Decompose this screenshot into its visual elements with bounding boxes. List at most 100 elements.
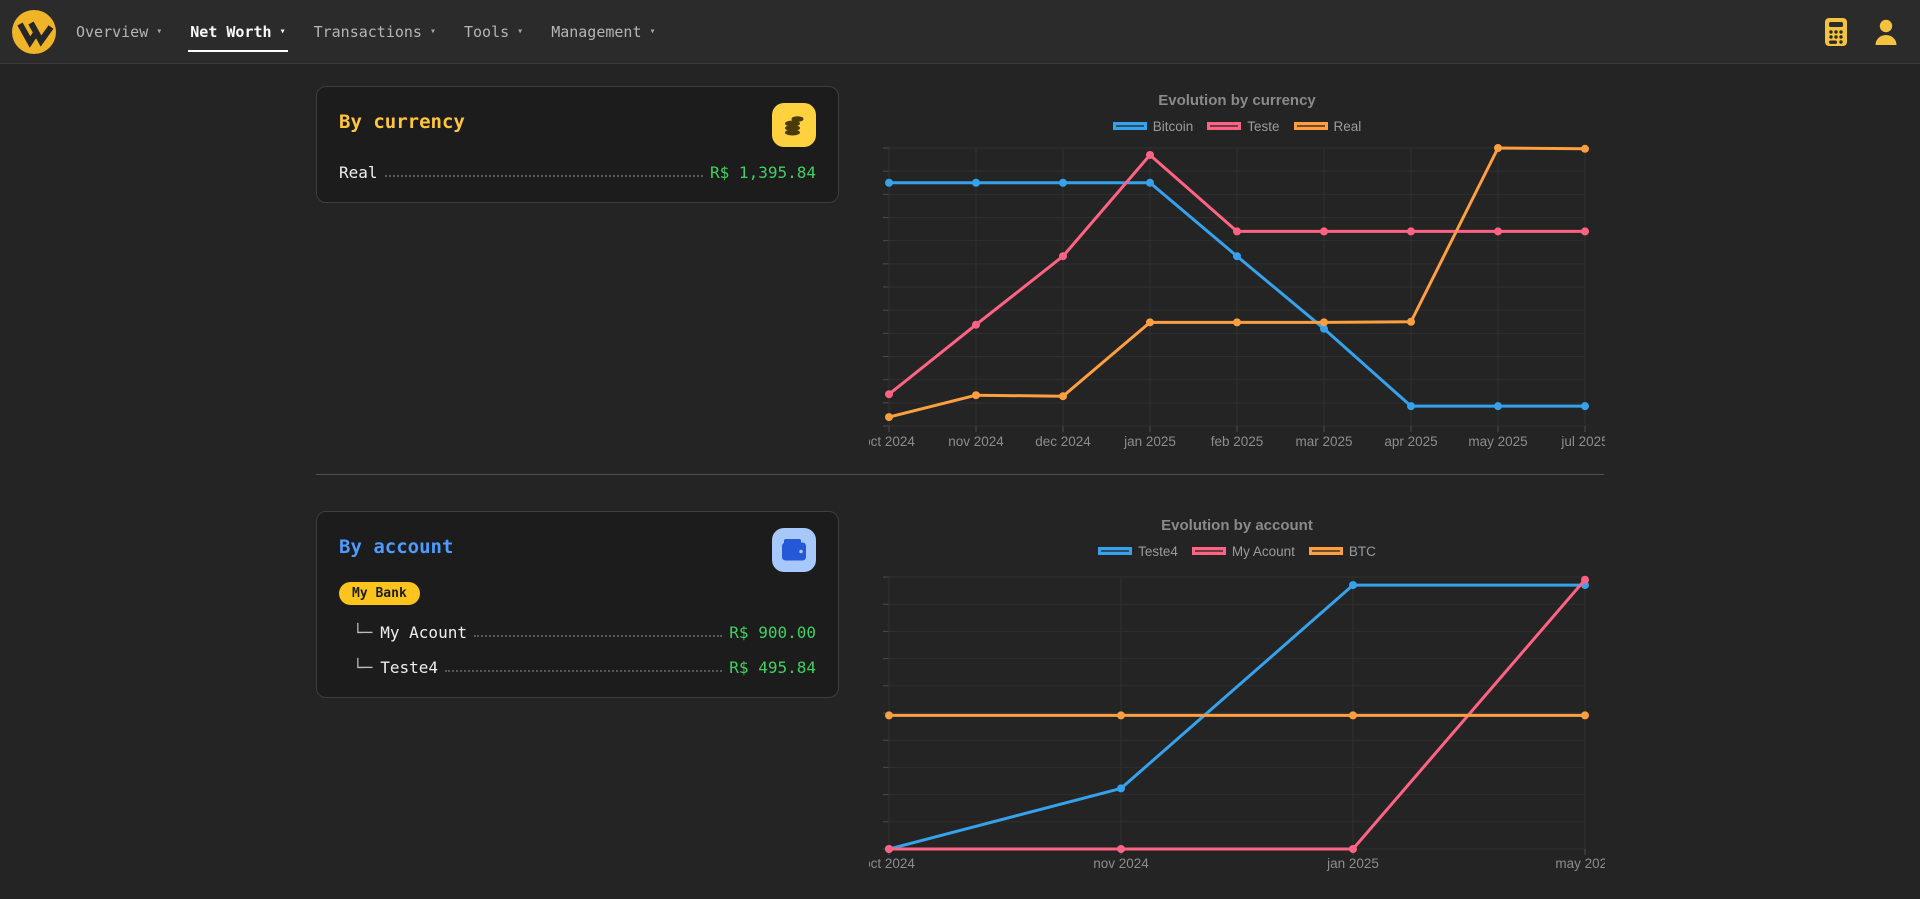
data-point — [1494, 144, 1502, 152]
nav-item-label: Tools — [464, 22, 510, 41]
tree-branch-icon: └─ — [353, 623, 373, 642]
x-axis-label: oct 2024 — [869, 856, 915, 871]
account-value: R$ 900.00 — [729, 623, 816, 642]
data-point — [1059, 178, 1067, 187]
nav-item-tools[interactable]: Tools ▾ — [464, 0, 523, 64]
series-line-teste4 — [887, 583, 1587, 851]
data-point — [1117, 845, 1125, 853]
legend-item-teste[interactable]: Teste — [1207, 119, 1280, 134]
nav-item-transactions[interactable]: Transactions ▾ — [314, 0, 436, 64]
data-point — [1349, 581, 1357, 590]
x-axis-label: jul 2025 — [1560, 434, 1605, 449]
currency-row-real: Real R$ 1,395.84 — [339, 163, 816, 182]
navbar-right — [1822, 17, 1904, 47]
chevron-down-icon: ▾ — [156, 26, 163, 37]
by-currency-title: By currency — [339, 111, 465, 133]
data-point — [1581, 402, 1589, 411]
data-point — [1233, 227, 1241, 236]
chart-title: Evolution by account — [1161, 517, 1313, 534]
account-label: Teste4 — [380, 658, 439, 677]
calculator-icon — [1825, 17, 1847, 46]
legend-item-teste4[interactable]: Teste4 — [1098, 544, 1178, 559]
legend-swatch — [1293, 122, 1328, 130]
chevron-down-icon: ▾ — [429, 26, 436, 37]
account-row-my-acount: └─ My Acount R$ 900.00 — [353, 623, 816, 642]
data-point — [1320, 227, 1328, 236]
legend-swatch — [1112, 122, 1147, 130]
data-point — [1146, 318, 1154, 327]
legend-item-real[interactable]: Real — [1293, 118, 1362, 134]
evolution-by-currency-chart: Evolution by currency Bitcoin Teste Real o… — [869, 86, 1605, 460]
legend-label: My Acount — [1231, 543, 1295, 559]
data-point — [1320, 318, 1328, 327]
data-point — [1407, 227, 1415, 236]
x-axis-label: may 2025 — [1555, 856, 1605, 871]
currency-value: R$ 1,395.84 — [710, 163, 816, 182]
evolution-by-account-chart: Evolution by account Teste4 My Acount BTC … — [869, 511, 1605, 879]
legend-item-bitcoin[interactable]: Bitcoin — [1112, 119, 1193, 134]
by-currency-section: By currency Real R$ 1,395.84 — [316, 86, 1605, 460]
legend-label: Teste4 — [1138, 543, 1178, 559]
currency-label: Real — [339, 163, 378, 182]
data-point — [885, 413, 893, 422]
app-logo[interactable] — [10, 8, 58, 56]
net-worth-page: By currency Real R$ 1,395.84 — [316, 64, 1605, 879]
chart-legend: Bitcoin Teste Real — [869, 118, 1605, 134]
chart-canvas[interactable]: oct 2024 nov 2024 dec 2024 jan 2025 feb 2025… — [869, 138, 1605, 460]
w-mark-logo-icon — [12, 9, 56, 54]
data-point — [1233, 252, 1241, 261]
data-point — [1581, 711, 1589, 720]
data-point — [1117, 711, 1125, 720]
chart-legend: Teste4 My Acount BTC — [869, 543, 1605, 559]
data-point — [885, 390, 893, 399]
coins-button[interactable] — [772, 103, 816, 147]
chevron-down-icon: ▾ — [279, 26, 286, 37]
data-point — [1320, 324, 1328, 333]
by-account-title: By account — [339, 536, 454, 558]
x-axis-label: may 2025 — [1468, 434, 1527, 449]
dotted-leader — [384, 175, 704, 177]
data-point — [1494, 402, 1502, 411]
nav-item-label: Net Worth — [190, 22, 272, 41]
main-nav: Overview ▾ Net Worth ▾ Transactions ▾ To… — [76, 0, 656, 64]
by-account-card: By account My Bank └─ My Acount R$ 900.0 — [316, 511, 839, 698]
by-currency-card: By currency Real R$ 1,395.84 — [316, 86, 839, 203]
data-point — [1407, 317, 1415, 326]
calculator-button[interactable] — [1822, 17, 1850, 47]
account-row-teste4: └─ Teste4 R$ 495.84 — [353, 658, 816, 677]
data-point — [1146, 150, 1154, 159]
x-axis-label: jan 2025 — [1123, 434, 1176, 449]
chart-canvas[interactable]: oct 2024 nov 2024 jan 2025 may 2025 — [869, 563, 1605, 879]
nav-item-overview[interactable]: Overview ▾ — [76, 0, 162, 64]
bank-badge: My Bank — [339, 582, 420, 605]
legend-label: BTC — [1348, 543, 1376, 559]
user-button[interactable] — [1872, 17, 1900, 47]
by-account-section: By account My Bank └─ My Acount R$ 900.0 — [316, 511, 1605, 879]
legend-swatch — [1308, 547, 1343, 555]
legend-item-my-acount[interactable]: My Acount — [1191, 543, 1295, 559]
legend-swatch — [1098, 547, 1133, 555]
nav-item-management[interactable]: Management ▾ — [551, 0, 655, 64]
data-point — [1059, 252, 1067, 261]
legend-swatch — [1191, 547, 1226, 555]
data-point — [1233, 318, 1241, 327]
user-icon — [1875, 19, 1897, 45]
x-axis-label: mar 2025 — [1295, 434, 1352, 449]
coins-icon — [785, 116, 804, 136]
data-point — [1407, 402, 1415, 411]
x-axis-label: nov 2024 — [1093, 856, 1149, 871]
data-point — [1349, 845, 1357, 853]
account-value: R$ 495.84 — [729, 658, 816, 677]
x-axis-label: jan 2025 — [1326, 856, 1379, 871]
legend-item-btc[interactable]: BTC — [1308, 543, 1376, 559]
data-point — [1494, 227, 1502, 236]
wallet-icon — [782, 539, 806, 561]
legend-label: Real — [1333, 118, 1362, 134]
nav-item-net-worth[interactable]: Net Worth ▾ — [188, 0, 288, 64]
account-label: My Acount — [380, 623, 467, 642]
section-divider — [316, 474, 1604, 475]
data-point — [972, 320, 980, 329]
data-point — [1349, 711, 1357, 720]
wallet-button[interactable] — [772, 528, 816, 572]
data-point — [1146, 178, 1154, 187]
